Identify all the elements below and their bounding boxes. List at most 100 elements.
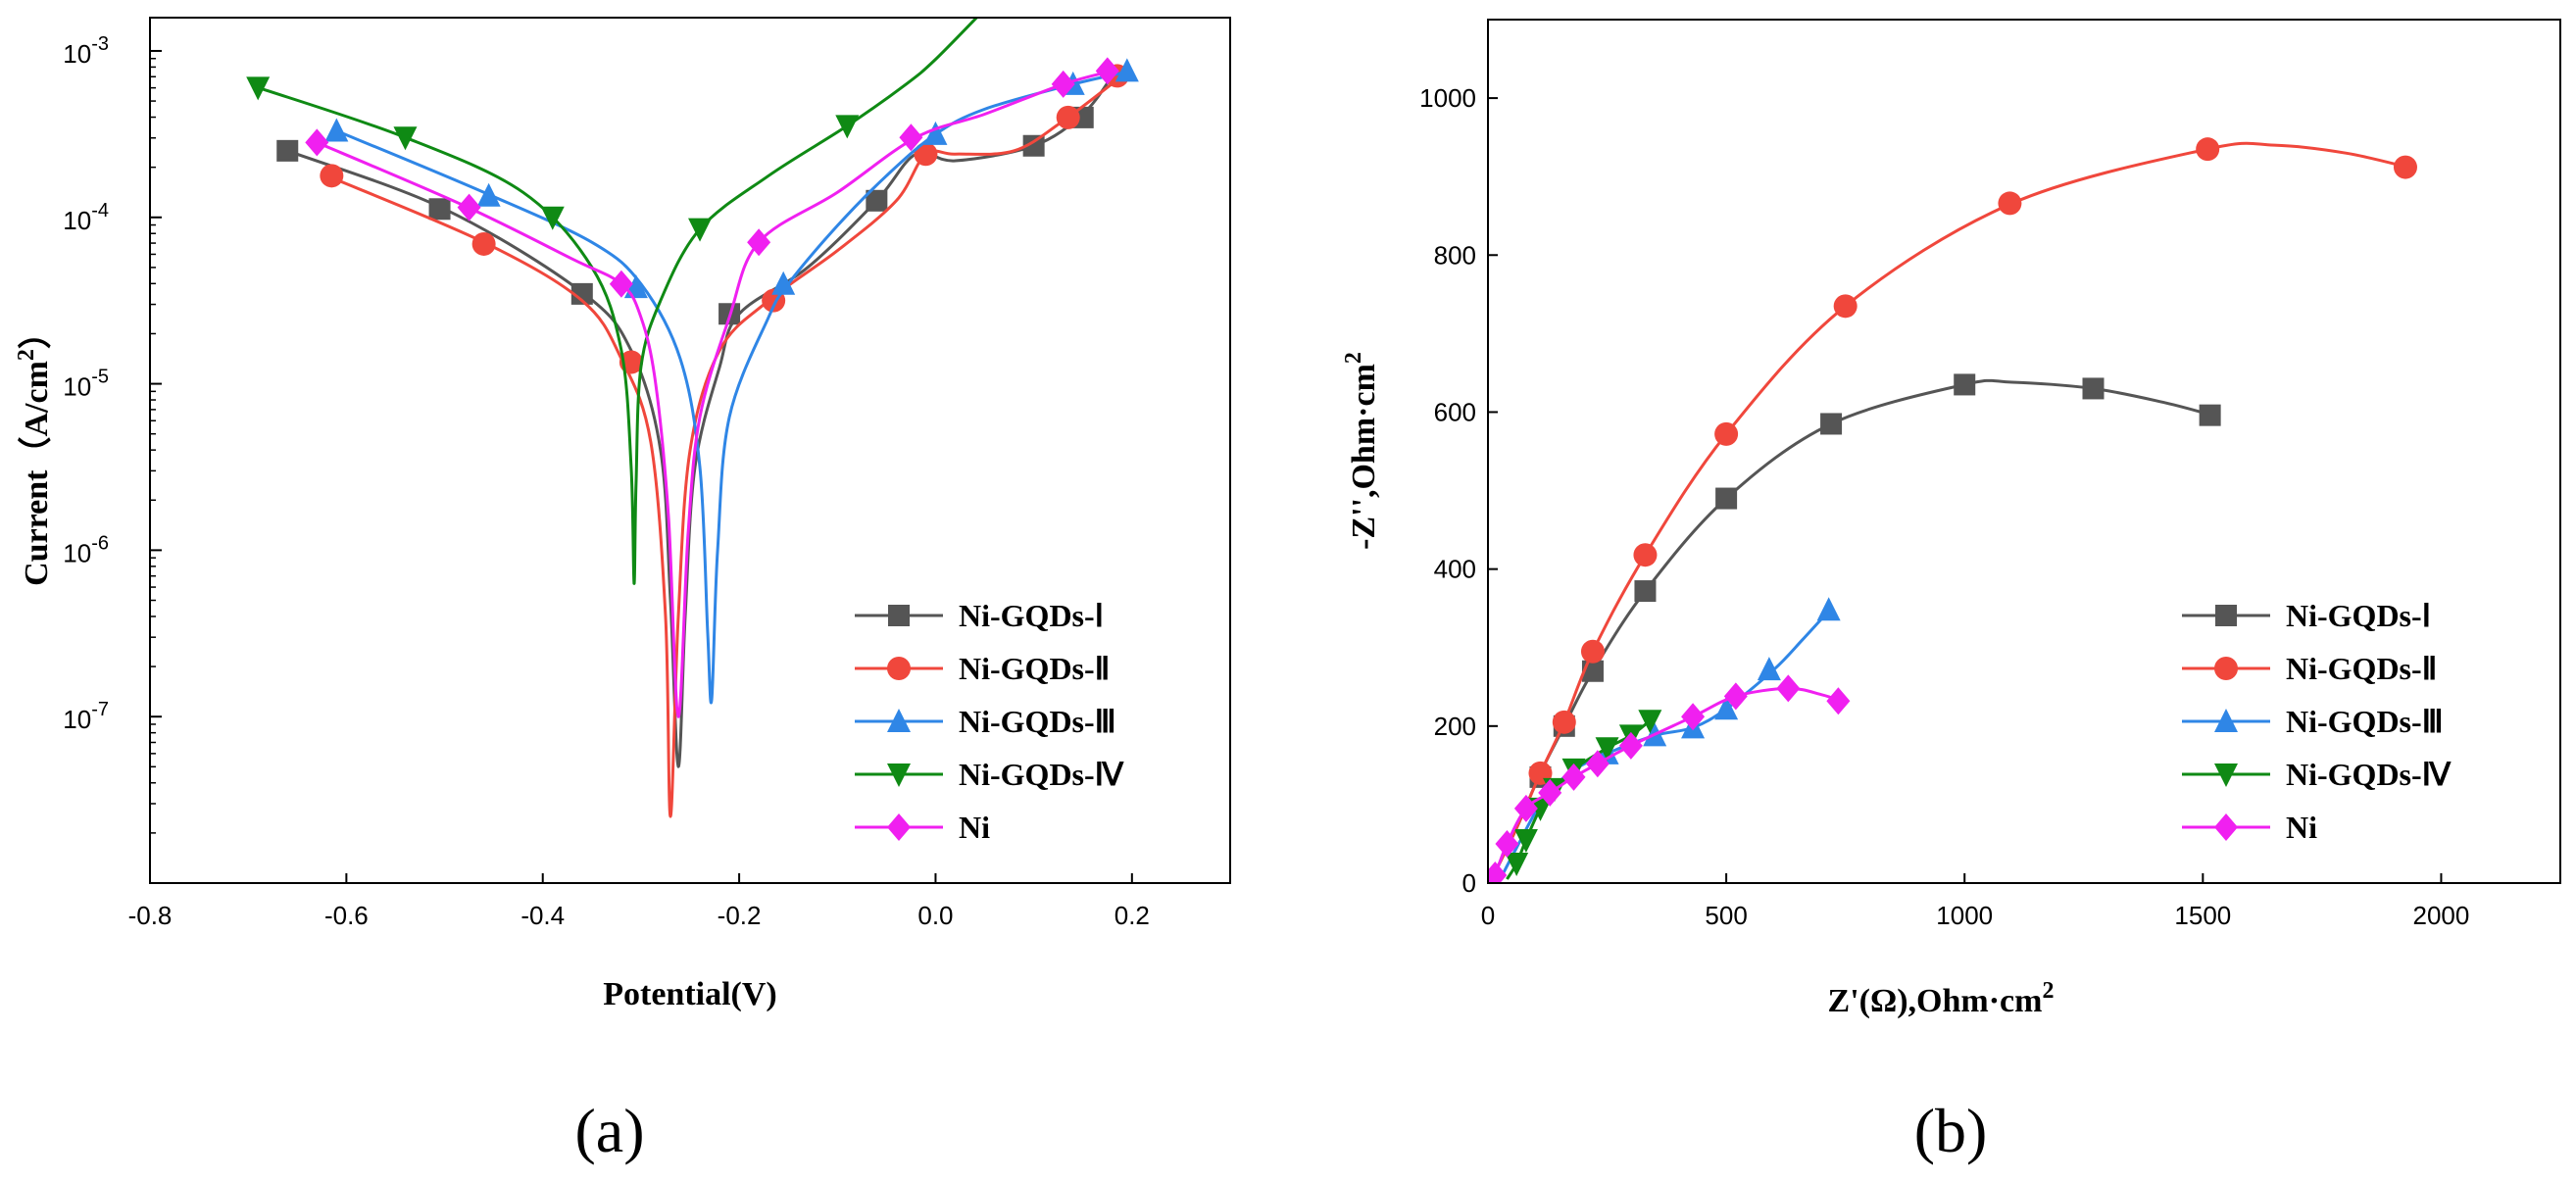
chart-a-point-i [866,189,888,212]
chart-b-legend-item-ni: Ni [2182,810,2317,845]
chart-b-point-ii [2393,155,2417,179]
chart-a-point-i [570,282,593,305]
chart-a-y-tick-label: 10-5 [63,367,109,402]
chart-b: 0 500 1000 1500 2000 0 200 400 600 800 1000 Z'(Ω)… [1341,19,2561,1165]
chart-b-point-i [1954,373,1976,396]
chart-b-point-iii [1714,696,1739,720]
chart-a-point-ni [899,123,923,152]
chart-b-x-label: Z'(Ω),Ohm·cm2 [1828,978,2055,1019]
chart-a-point-ii [320,164,344,188]
chart-b-y-tick-label: 800 [1434,240,1476,270]
chart-b-point-i [1715,487,1738,510]
chart-b-y-axis: 0 200 400 600 800 1000 [1419,83,1498,898]
chart-a-y-tick-label: 10-4 [63,200,109,235]
chart-a-point-i [1022,134,1045,157]
chart-a-point-ni [1051,70,1075,98]
chart-b-legend-marker [2214,709,2238,732]
chart-a-line-iii [335,69,1133,705]
chart-b-series-ni [1488,674,1851,883]
chart-a-legend-marker [887,763,911,787]
chart-a-y-tick-label: 10-7 [63,699,109,734]
chart-a-line-ii [325,74,1123,818]
chart-b-point-ii [2196,137,2220,162]
chart-a-point-ni [457,193,481,222]
chart-b-point-ii [1552,710,1576,734]
chart-b-legend-label: Ni-GQDs-Ⅰ [2286,598,2431,633]
chart-a-x-axis: -0.8 -0.6 -0.4 -0.2 0.0 0.2 [128,873,1150,930]
chart-a-y-tick-label: 10-6 [63,532,109,567]
chart-b-point-i [1820,413,1843,435]
chart-b-x-tick-label: 0 [1481,901,1495,930]
chart-a-legend-item-i: Ni-GQDs-Ⅰ [855,598,1104,633]
chart-b-legend-label: Ni-GQDs-Ⅲ [2286,704,2444,739]
chart-b-x-tick-label: 2000 [2413,901,2470,930]
chart-b-point-ni [1776,674,1801,703]
chart-b-legend-marker [2214,813,2238,841]
chart-a-point-iv [688,218,713,242]
chart-b-legend-marker [2214,763,2238,787]
chart-a-legend-label: Ni-GQDs-Ⅱ [959,651,1110,686]
chart-a-legend-label: Ni-GQDs-Ⅳ [959,757,1125,792]
chart-a-point-ii [914,142,938,167]
chart-b-y-label: -Z'',Ohm·cm2 [1341,352,1382,550]
chart-b-legend: Ni-GQDs-Ⅰ Ni-GQDs-Ⅱ Ni-GQDs-Ⅲ Ni-GQDs-Ⅳ Ni [2182,598,2452,845]
chart-b-point-ni [1538,778,1562,807]
chart-b-point-i [2082,377,2105,400]
chart-a-y-tick-label: 10-3 [63,33,109,69]
chart-b-legend-item-iii: Ni-GQDs-Ⅲ [2182,704,2444,739]
chart-b-y-tick-label: 200 [1434,712,1476,741]
chart-b-y-tick-label: 1000 [1419,83,1476,113]
chart-a-x-tick-label: -0.4 [520,901,565,930]
chart-b-legend-item-iv: Ni-GQDs-Ⅳ [2182,757,2452,792]
chart-a-point-iii [771,271,796,295]
chart-b-point-iii [1757,657,1781,681]
chart-b-point-ii [1998,191,2022,216]
chart-a-y-axis: 10-3 10-4 10-5 10-6 10-7 [63,33,162,834]
chart-b-point-iv [1513,828,1538,853]
chart-b-point-ni [1826,687,1851,715]
chart-a-legend-label: Ni-GQDs-Ⅲ [959,704,1116,739]
panel-label-a: (a) [574,1096,644,1165]
chart-b-y-tick-label: 400 [1434,555,1476,584]
chart-b-point-ii [1580,639,1605,664]
chart-b-line-i [1496,378,2213,868]
chart-b-x-axis: 0 500 1000 1500 2000 [1481,873,2470,930]
chart-a-x-label: Potential(V) [603,976,777,1012]
chart-b-point-iv [1595,737,1619,762]
chart-a-point-ni [1095,57,1119,85]
chart-b-point-ni [1681,703,1706,731]
chart-b-x-tick-label: 1500 [2174,901,2231,930]
chart-b-plot-frame [1487,19,2561,884]
chart-a-point-iv [540,206,565,230]
chart-b-point-ni [1723,682,1748,711]
chart-b-y-tick-label: 600 [1434,397,1476,426]
chart-b-legend-label: Ni-GQDs-Ⅱ [2286,651,2437,686]
chart-a-point-iii [476,182,501,207]
chart-a: -0.8 -0.6 -0.4 -0.2 0.0 0.2 10-310-410-510-61… [14,17,1231,1165]
chart-a-x-tick-label: -0.6 [324,901,369,930]
chart-a-point-iv [835,115,860,139]
chart-b-line-iii [1501,607,1833,876]
chart-a-legend-marker [887,813,911,841]
chart-b-series [1488,137,2417,883]
chart-a-point-iv [393,126,418,151]
panel-label-b: (b) [1914,1096,1988,1165]
chart-a-point-i [276,139,299,162]
chart-a-legend-item-iii: Ni-GQDs-Ⅲ [855,704,1116,739]
chart-b-line-ii [1496,141,2408,868]
chart-a-x-tick-label: 0.2 [1115,901,1150,930]
chart-a-point-ni [747,228,771,257]
chart-a-point-iii [1115,58,1139,82]
chart-b-point-ni [1495,829,1519,858]
chart-b-point-iv [1528,797,1553,821]
chart-b-series-iii [1501,597,1841,876]
chart-b-series-i [1496,373,2221,868]
chart-a-legend-item-iv: Ni-GQDs-Ⅳ [855,757,1125,792]
chart-b-point-ii [1714,421,1739,446]
chart-b-point-ni [1618,731,1643,760]
chart-b-point-ii [1833,294,1858,319]
chart-a-legend-label: Ni [959,810,990,845]
chart-b-point-iv [1505,852,1529,876]
chart-a-legend-marker [887,709,911,732]
